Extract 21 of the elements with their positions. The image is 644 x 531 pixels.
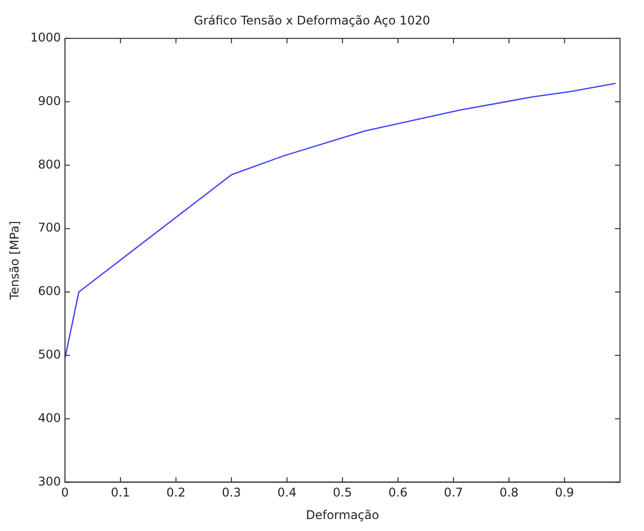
x-tick-label: 0.8 (499, 486, 519, 500)
y-tick-label: 700 (38, 220, 61, 235)
y-tick-label: 600 (38, 284, 61, 298)
y-tick-label: 300 (38, 474, 61, 488)
x-tick-label: 0.3 (222, 486, 242, 500)
y-tick-label: 1000 (30, 30, 61, 45)
x-tick-label: 0.2 (166, 486, 186, 500)
y-axis-title: Tensão [MPa] (7, 220, 22, 301)
y-tick-label: 500 (38, 348, 61, 362)
x-tick-label: 0.9 (554, 486, 574, 500)
x-tick-label: 0 (61, 486, 69, 500)
x-axis-title: Deformação (306, 508, 380, 522)
y-tick-label: 900 (38, 94, 61, 108)
chart-title: Gráfico Tensão x Deformação Aço 1020 (194, 13, 430, 28)
x-tick-label: 0.5 (332, 486, 352, 500)
y-tick-label: 400 (38, 410, 61, 425)
x-tick-label: 0.6 (388, 486, 408, 500)
x-tick-label: 0.1 (110, 486, 130, 500)
x-tick-label: 0.7 (444, 486, 464, 500)
y-tick-label: 800 (38, 157, 61, 172)
x-tick-label: 0.4 (277, 486, 297, 500)
